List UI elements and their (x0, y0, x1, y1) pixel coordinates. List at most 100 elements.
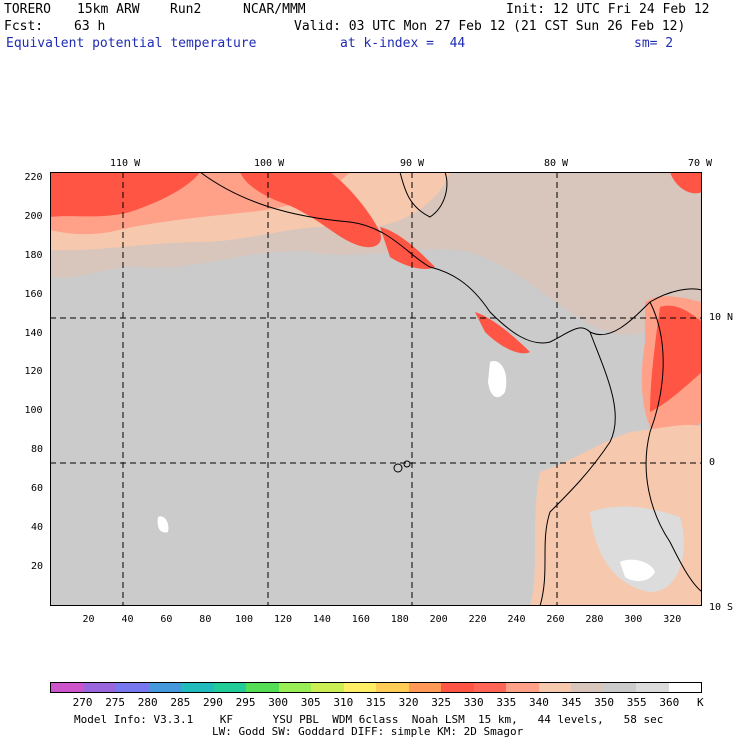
colorbar-swatch (441, 683, 474, 692)
field-core-n (240, 172, 381, 248)
map-panel (50, 171, 703, 607)
colorbar (50, 682, 702, 693)
field-core-ca (380, 227, 435, 269)
y-tick-label: 200 (24, 210, 43, 222)
x-tick-label: 280 (585, 614, 604, 625)
y-tick-label: 100 (24, 405, 43, 417)
physics-info-line: LW: Godd SW: Goddard DIFF: simple KM: 2D… (212, 725, 524, 738)
forecast-label: Fcst: (4, 19, 44, 34)
lat-label-10s: 10 S (709, 602, 734, 613)
coastline-yucatan (399, 171, 448, 218)
field-patch-white-w (157, 516, 169, 533)
colorbar-swatch (538, 683, 571, 692)
colorbar-swatch (571, 683, 604, 692)
y-tick-label: 160 (24, 288, 43, 300)
colorbar-swatch (148, 683, 181, 692)
colorbar-swatch (181, 683, 214, 692)
colorbar-tick-label: 285 (170, 696, 191, 709)
model-resolution: 15km ARW (77, 2, 140, 17)
lon-label-90w: 90 W (400, 158, 425, 169)
colorbar-tick-label: 305 (300, 696, 321, 709)
colorbar-tick-label: 320 (398, 696, 419, 709)
x-tick-label: 100 (235, 614, 254, 625)
org-label: NCAR/MMM (243, 2, 306, 17)
colorbar-swatch (213, 683, 246, 692)
colorbar-tick-label: 295 (235, 696, 256, 709)
y-tick-label: 80 (31, 444, 44, 456)
coastline-south-america (539, 331, 616, 607)
colorbar-swatch (473, 683, 506, 692)
colorbar-tick-label: 340 (529, 696, 549, 709)
x-tick-label: 20 (82, 614, 95, 625)
x-tick-label: 140 (312, 614, 331, 625)
valid-time: Valid: 03 UTC Mon 27 Feb 12 (21 CST Sun … (294, 19, 686, 34)
colorbar-swatch (603, 683, 636, 692)
x-tick-label: 220 (468, 614, 487, 625)
colorbar-tick-label: 290 (203, 696, 223, 709)
x-tick-label: 120 (273, 614, 292, 625)
map-frame (50, 172, 702, 606)
x-tick-label: 200 (429, 614, 448, 625)
smoothing-label: sm= 2 (634, 36, 674, 51)
field-patch-se (590, 506, 684, 592)
y-tick-label: 220 (24, 171, 43, 183)
lon-label-70w: 70 W (688, 158, 713, 169)
lon-label-100w: 100 W (254, 158, 285, 169)
x-tick-label: 300 (624, 614, 643, 625)
colorbar-tick-label: 310 (333, 696, 354, 709)
colorbar-swatch (376, 683, 409, 692)
field-patch-white-se (620, 559, 655, 582)
galapagos-islands (393, 463, 403, 473)
lon-label-110w: 110 W (110, 158, 141, 169)
colorbar-tick-label: 355 (626, 696, 647, 709)
x-tick-label: 40 (121, 614, 134, 625)
galapagos-islands-2 (403, 460, 411, 468)
field-patch-white-mid (488, 361, 507, 398)
colorbar-tick-label: 330 (463, 696, 484, 709)
y-tick-label: 180 (24, 249, 43, 261)
colorbar-tick-label: 270 (72, 696, 93, 709)
y-tick-label: 120 (24, 366, 43, 378)
run-label: Run2 (170, 2, 202, 17)
colorbar-unit: K (697, 696, 704, 709)
field-core-cr (475, 312, 530, 354)
field-core-e2 (650, 305, 702, 412)
colorbar-swatch (246, 683, 279, 692)
colorbar-tick-label: 345 (561, 696, 582, 709)
x-tick-label: 240 (507, 614, 526, 625)
init-time: Init: 12 UTC Fri 24 Feb 12 (506, 2, 710, 17)
y-tick-label: 20 (31, 561, 44, 573)
field-level: at k-index = 44 (340, 36, 466, 51)
colorbar-swatch (408, 683, 441, 692)
lon-label-80w: 80 W (544, 158, 569, 169)
coastline-andes (645, 301, 703, 593)
lat-lon-grid (50, 172, 702, 606)
y-tick-label: 60 (31, 483, 44, 495)
colorbar-tick-label: 315 (366, 696, 386, 709)
colorbar-swatch (278, 683, 311, 692)
x-tick-label: 320 (663, 614, 682, 625)
field-core-nw (50, 172, 200, 217)
colorbar-swatch (83, 683, 116, 692)
colorbar-tick-label: 280 (137, 696, 158, 709)
field-core-ne (670, 172, 702, 194)
colorbar-swatch (311, 683, 344, 692)
colorbar-tick-label: 350 (594, 696, 615, 709)
lat-label-10n: 10 N (709, 312, 734, 323)
y-tick-label: 40 (31, 522, 44, 534)
colorbar-tick-label: 360 (659, 696, 680, 709)
model-info-line: Model Info: V3.3.1 KF YSU PBL WDM 6class… (74, 713, 664, 726)
x-tick-label: 260 (546, 614, 565, 625)
colorbar-swatch (343, 683, 376, 692)
x-tick-label: 160 (351, 614, 370, 625)
colorbar-swatch (116, 683, 149, 692)
colorbar-tick-label: 300 (268, 696, 289, 709)
colorbar-tick-label: 275 (105, 696, 126, 709)
x-tick-label: 60 (160, 614, 173, 625)
colorbar-swatch (506, 683, 539, 692)
field-name: Equivalent potential temperature (6, 36, 257, 51)
x-tick-label: 80 (199, 614, 212, 625)
colorbar-swatch (668, 683, 701, 692)
forecast-hours: 63 h (74, 19, 106, 34)
colorbar-swatch (636, 683, 669, 692)
